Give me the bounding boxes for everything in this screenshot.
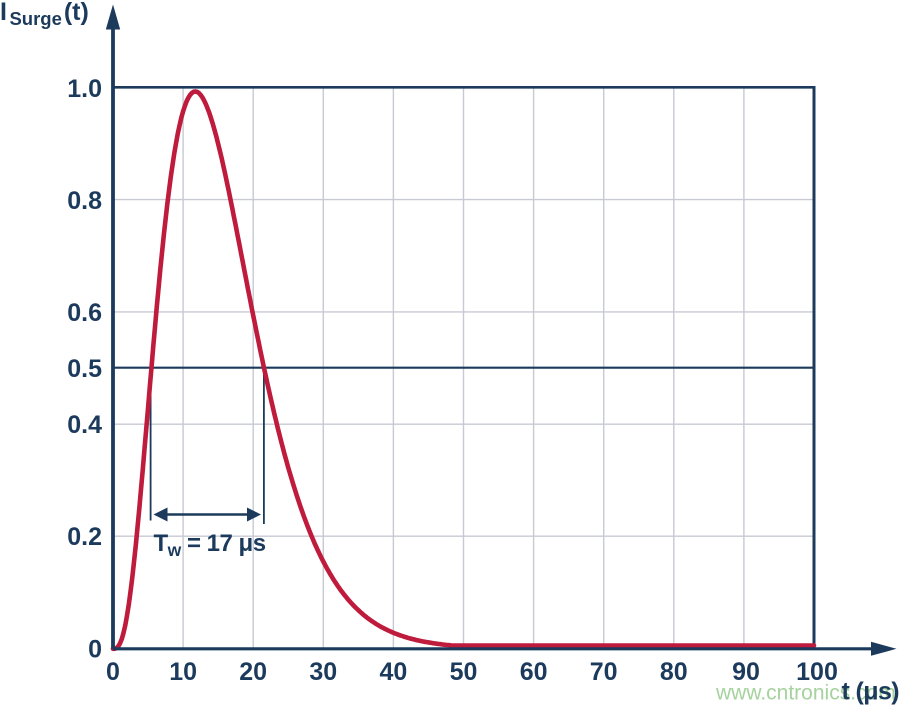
svg-text:www.cntronics.com: www.cntronics.com — [715, 682, 896, 705]
svg-text:100: 100 — [796, 658, 838, 686]
svg-text:0.4: 0.4 — [67, 411, 102, 439]
svg-text:60: 60 — [520, 658, 548, 686]
svg-text:0: 0 — [106, 658, 120, 686]
svg-text:40: 40 — [379, 658, 407, 686]
svg-text:20: 20 — [239, 658, 267, 686]
svg-text:t (μs): t (μs) — [841, 678, 899, 706]
svg-text:50: 50 — [450, 658, 478, 686]
svg-text:0.6: 0.6 — [67, 299, 102, 327]
svg-text:90: 90 — [732, 658, 760, 686]
svg-text:0.2: 0.2 — [67, 523, 102, 551]
svg-text:0.8: 0.8 — [67, 187, 102, 215]
svg-text:10: 10 — [169, 658, 197, 686]
svg-text:0.5: 0.5 — [67, 355, 102, 383]
svg-text:30: 30 — [309, 658, 337, 686]
svg-text:Tw = 17 μs: Tw = 17 μs — [154, 530, 266, 560]
svg-text:0: 0 — [88, 636, 102, 664]
svg-text:80: 80 — [660, 658, 688, 686]
svg-text:1.0: 1.0 — [67, 75, 102, 103]
svg-text:70: 70 — [590, 658, 618, 686]
